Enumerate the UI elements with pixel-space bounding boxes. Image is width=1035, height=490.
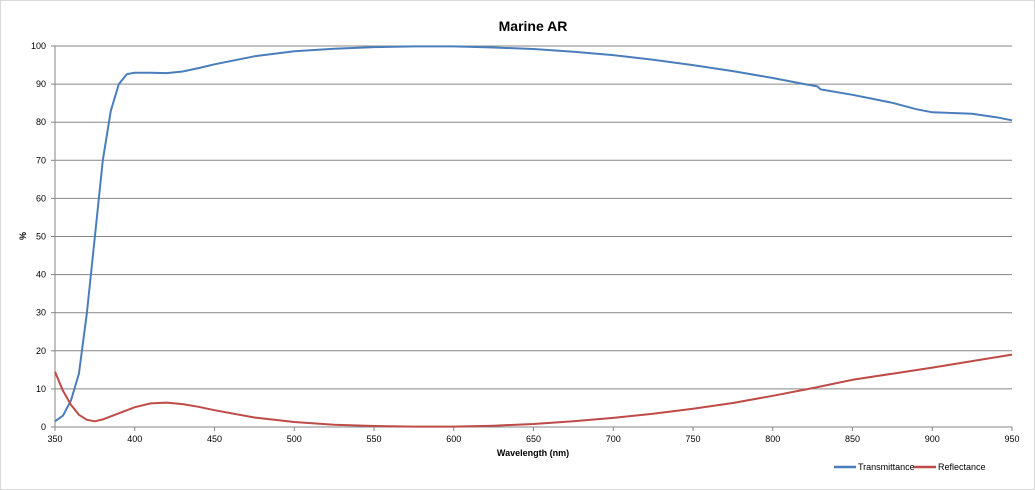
- x-axis-ticks: 350 400 450 500 550 600 650 700 750 800 850 900 950: [47, 427, 1020, 444]
- y-tick-label: 80: [36, 117, 46, 127]
- x-tick-label: 350: [47, 434, 62, 444]
- series-line-transmittance: [54, 45, 1013, 423]
- x-tick-label: 500: [287, 434, 302, 444]
- y-tick-label: 0: [41, 422, 46, 432]
- gridlines: [55, 45, 1012, 390]
- x-tick-label: 750: [685, 434, 700, 444]
- y-axis-ticks: 0 10 20 30 40 50 60 70 80 90 100: [31, 41, 55, 432]
- x-axis-label: Wavelength (nm): [497, 448, 569, 458]
- y-tick-label: 40: [36, 270, 46, 280]
- series-lines: [54, 45, 1013, 428]
- series-line-reflectance: [54, 353, 1013, 428]
- x-tick-label: 450: [207, 434, 222, 444]
- y-tick-label: 20: [36, 346, 46, 356]
- x-tick-label: 700: [606, 434, 621, 444]
- y-tick-label: 60: [36, 193, 46, 203]
- y-tick-label: 90: [36, 79, 46, 89]
- y-tick-label: 50: [36, 232, 46, 242]
- legend-label: Reflectance: [938, 462, 986, 472]
- x-tick-label: 600: [446, 434, 461, 444]
- x-tick-label: 800: [765, 434, 780, 444]
- x-tick-label: 950: [1004, 434, 1019, 444]
- y-axis-label: %: [18, 232, 28, 240]
- x-tick-label: 550: [366, 434, 381, 444]
- y-tick-label: 100: [31, 41, 46, 51]
- x-tick-label: 650: [526, 434, 541, 444]
- x-tick-label: 850: [845, 434, 860, 444]
- legend-label: Transmittance: [858, 462, 915, 472]
- y-tick-label: 70: [36, 155, 46, 165]
- y-tick-label: 10: [36, 384, 46, 394]
- x-tick-label: 400: [127, 434, 142, 444]
- legend: Transmittance Reflectance: [834, 462, 986, 472]
- chart-title: Marine AR: [499, 18, 568, 34]
- x-tick-label: 900: [925, 434, 940, 444]
- y-tick-label: 30: [36, 308, 46, 318]
